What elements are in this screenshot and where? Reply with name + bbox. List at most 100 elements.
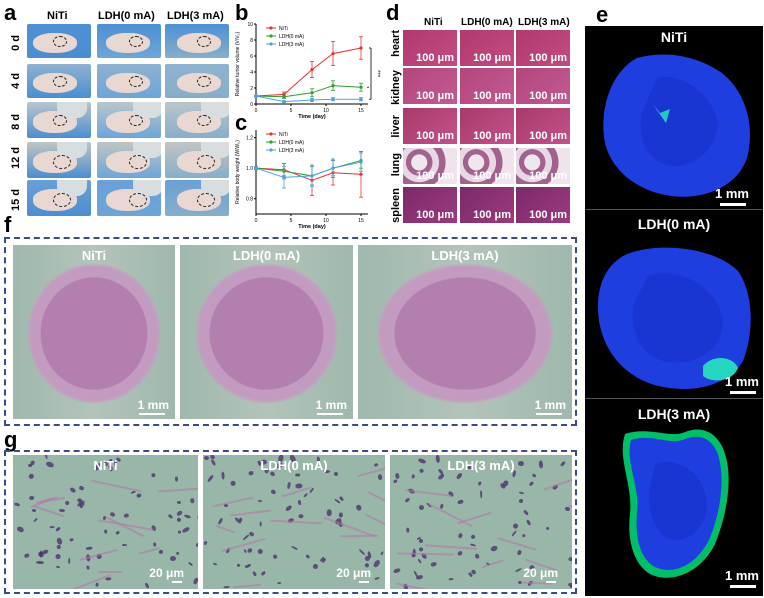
panel-f-scale-label: 1 mm [315, 398, 347, 412]
panel-g-scalebar [546, 581, 556, 583]
organ-scale-label: 100 μm [416, 130, 454, 142]
panel-e-title-ldh3: LDH(3 mA) [637, 406, 711, 422]
organ-tile: 100 μm [516, 68, 570, 104]
x-tick-label: 0 [255, 108, 258, 114]
organ-scale-label: 100 μm [529, 90, 567, 102]
mouse-photo [97, 180, 161, 216]
data-point [331, 97, 335, 101]
tumor-section-niti [603, 54, 750, 197]
organ-tile: 100 μm [516, 187, 570, 223]
panel-a-row-8d: 8 d [10, 114, 22, 130]
x-tick-label: 0 [255, 218, 258, 224]
organ-label-heart: heart [390, 30, 402, 57]
panel-e-divider-1 [585, 209, 763, 210]
organ-scale-label: 100 μm [416, 209, 454, 221]
panel-e-fluorescence: NiTi 1 mm LDH(0 mA) 1 mm LDH(3 mA) 1 mm [585, 26, 763, 596]
y-axis-label: Relative tumor volume (V/V₀) [235, 31, 241, 96]
panel-d-col-niti: NiTi [424, 17, 443, 28]
panel-a-row-0d: 0 d [10, 35, 22, 51]
data-point [282, 95, 286, 99]
mouse-photo [165, 24, 229, 58]
panel-g-scale-label: 20 μm [149, 566, 184, 580]
organ-label-lung: lung [390, 153, 402, 177]
organ-tile: 100 μm [403, 148, 457, 184]
organ-scale-label: 100 μm [529, 170, 567, 182]
organ-tile: 100 μm [516, 108, 570, 144]
mouse-photo [165, 142, 229, 178]
legend-label: NiTi [279, 132, 288, 138]
legend-label: LDH(3 mA) [279, 148, 304, 154]
panel-g-title: LDH(3 mA) [447, 458, 515, 473]
panel-e-scale-1: 1 mm [715, 186, 749, 201]
panel-g-title: NiTi [93, 458, 118, 473]
panel-a-row-15d: 15 d [10, 189, 22, 212]
data-point [331, 166, 335, 170]
high-mag-he-section: LDH(3 mA) 20 μm [390, 455, 572, 589]
legend-marker [269, 148, 273, 152]
mouse-photo [97, 24, 161, 58]
mouse-photo [27, 102, 91, 138]
y-tick-label: 0 [250, 102, 253, 108]
mouse-photo [27, 64, 91, 98]
panel-f-scale-label: 1 mm [534, 398, 566, 412]
panel-g-title: LDH(0 mA) [260, 458, 328, 473]
stitched-he-section: NiTi 1 mm [13, 245, 175, 419]
data-point [359, 160, 363, 164]
tumor-section-ldh3 [622, 429, 729, 578]
organ-tile: 100 μm [403, 68, 457, 104]
stitched-he-section: LDH(3 mA) 1 mm [358, 245, 572, 419]
legend-marker [269, 132, 273, 136]
organ-label-liver: liver [390, 115, 402, 138]
organ-scale-label: 100 μm [529, 52, 567, 64]
organ-label-kidney: kidney [390, 70, 402, 105]
x-tick-label: 5 [290, 218, 293, 224]
panel-a-col-ldh0: LDH(0 mA) [98, 10, 155, 22]
data-point [331, 52, 335, 56]
organ-tile: 100 μm [460, 148, 514, 184]
y-tick-label: 2 [250, 86, 253, 92]
organ-tile: 100 μm [403, 30, 457, 66]
high-mag-he-section: NiTi 20 μm [13, 455, 198, 589]
data-point [359, 46, 363, 50]
panel-e-label: e [596, 2, 609, 27]
panel-e-scale-2: 1 mm [725, 374, 759, 389]
significance-label: *** [374, 70, 380, 78]
organ-scale-label: 100 μm [416, 170, 454, 182]
panel-g-scalebar [359, 581, 369, 583]
data-point [282, 175, 286, 179]
data-point [310, 98, 314, 102]
panel-a-row-12d: 12 d [10, 147, 22, 170]
panel-d-label: d [386, 0, 400, 25]
x-tick-label: 15 [358, 108, 364, 114]
y-tick-label: 0.8 [246, 197, 253, 203]
panel-a-col-ldh3: LDH(3 mA) [167, 10, 224, 22]
panel-e-divider-2 [585, 398, 763, 399]
high-mag-he-section: LDH(0 mA) 20 μm [203, 455, 385, 589]
y-tick-label: 1.2 [246, 136, 253, 142]
organ-scale-label: 100 μm [473, 130, 511, 142]
panel-d-col-ldh0: LDH(0 mA) [461, 17, 513, 28]
panel-a-label: a [4, 0, 17, 25]
body-weight-chart: 0 5 10 15 0.8 1.0 1.2 Time (day) Relative body w… [235, 130, 368, 230]
organ-tile: 100 μm [460, 108, 514, 144]
organ-label-spleen: spleen [390, 188, 402, 223]
panel-c-label: c [235, 110, 248, 135]
mouse-photo [27, 24, 91, 58]
y-tick-label: 1.0 [246, 166, 253, 172]
mouse-photo [27, 180, 91, 216]
tumor-section-ldh0 [598, 247, 751, 389]
panel-f-scalebar [317, 413, 343, 415]
panel-f-title: LDH(3 mA) [431, 248, 499, 263]
data-point [310, 68, 314, 72]
data-point [254, 166, 258, 170]
mouse-photo [97, 64, 161, 98]
panel-f-label: f [4, 212, 12, 237]
organ-scale-label: 100 μm [529, 209, 567, 221]
organ-tile: 100 μm [516, 148, 570, 184]
panel-g-box [4, 450, 577, 594]
mouse-photo [165, 102, 229, 138]
legend-label: LDH(0 mA) [279, 140, 304, 146]
panel-d-col-ldh3: LDH(3 mA) [518, 17, 570, 28]
panel-e-scalebar-3 [730, 585, 756, 588]
data-point [359, 172, 363, 176]
